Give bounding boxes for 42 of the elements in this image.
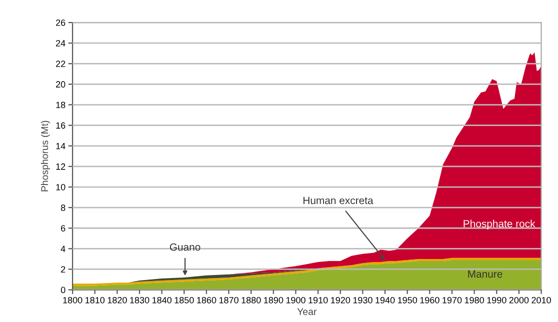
x-tick-label: 1830 — [130, 296, 150, 304]
y-tick-label: 2 — [61, 266, 66, 273]
y-tick-label: 24 — [56, 40, 66, 46]
x-tick-label: 1930 — [353, 296, 372, 304]
x-tick-label: 1960 — [420, 296, 440, 304]
y-tick-label: 4 — [60, 246, 66, 252]
x-tick-label: 1820 — [108, 296, 127, 304]
x-tick-label: 1800 — [63, 296, 82, 304]
y-tick-label: 8 — [60, 204, 66, 211]
series-label: Manure — [468, 270, 502, 278]
series-label: Phosphate rock — [464, 220, 536, 230]
x-tick-label: 1970 — [442, 296, 462, 304]
y-tick-label: 18 — [56, 102, 66, 108]
x-tick-label: 1900 — [286, 296, 306, 304]
x-tick-label: 1920 — [331, 296, 350, 304]
y-tick-label: 26 — [56, 20, 66, 26]
x-tick-label: 1870 — [219, 296, 238, 304]
y-tick-label: 10 — [56, 184, 66, 190]
y-tick-label: 22 — [56, 60, 66, 67]
y-tick-label: 20 — [56, 81, 66, 88]
x-tick-label: 1810 — [86, 296, 105, 304]
y-tick-label: 16 — [56, 122, 66, 129]
x-tick-label: 1910 — [308, 296, 328, 304]
x-tick-label: 1860 — [197, 296, 216, 304]
y-tick-label: 12 — [56, 163, 66, 170]
x-tick-label: 1990 — [487, 296, 506, 304]
x-tick-label: 1840 — [152, 296, 172, 304]
y-axis-title: Phosphorus (Mt) — [40, 120, 50, 192]
y-tick-label: 6 — [61, 225, 66, 232]
x-tick-label: 2000 — [509, 296, 529, 304]
x-tick-label: 2010 — [532, 296, 551, 304]
x-tick-label: 1940 — [376, 296, 395, 304]
x-tick-label: 1880 — [242, 296, 261, 304]
x-tick-label: 1890 — [264, 296, 284, 304]
text: Guano — [170, 243, 200, 251]
x-axis-title: Year — [297, 308, 317, 316]
text: Human excreta — [304, 196, 374, 204]
x-tick-label: 1850 — [174, 296, 194, 304]
x-tick-label: 1950 — [398, 296, 418, 304]
y-tick-label: 14 — [56, 142, 66, 150]
x-tick-label: 1980 — [464, 296, 484, 304]
y-tick-label: 0 — [60, 286, 66, 294]
